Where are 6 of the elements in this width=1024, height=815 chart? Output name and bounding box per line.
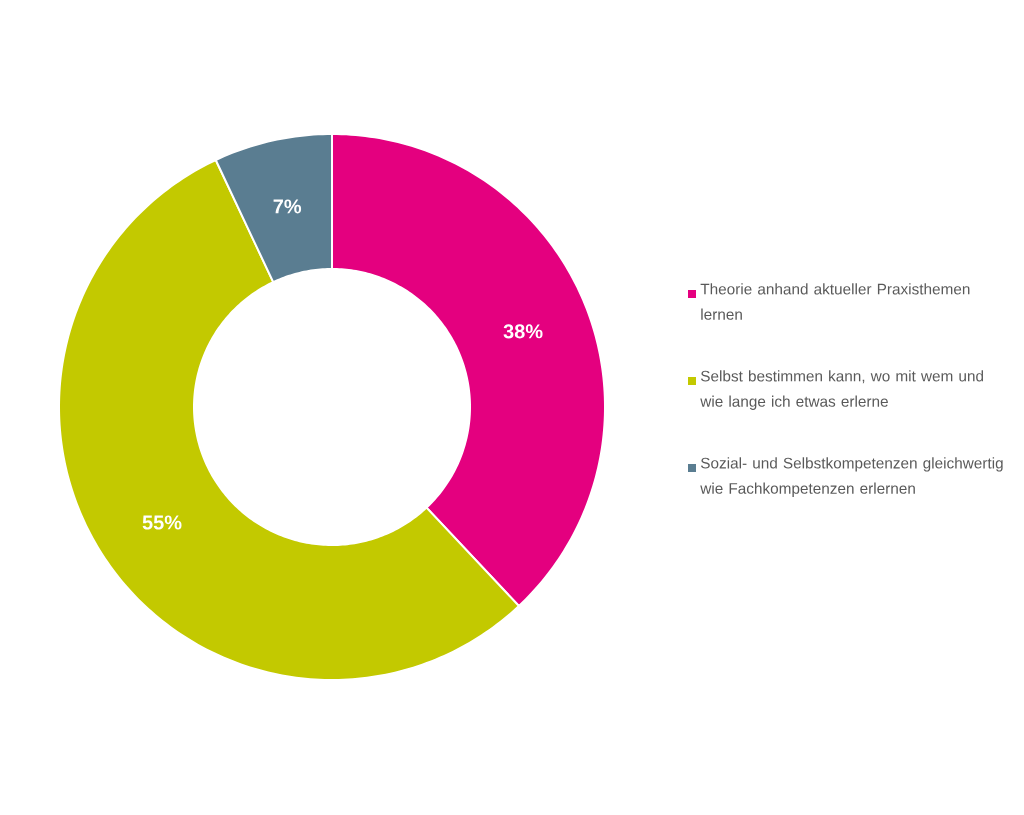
data-label: 38%: [503, 324, 543, 339]
legend-label: Sozial- und Selbstkompetenzen gleichwertig wie Fachkompetenzen erlernen: [700, 457, 1003, 497]
data-label: 7%: [273, 199, 302, 214]
data-label: 55%: [142, 515, 182, 530]
legend-label: Theorie anhand aktueller Praxisthemen lernen: [700, 283, 970, 320]
legend-label: Selbst bestimmen kann, wo mit wem und wie lange ich etwas erlerne: [700, 370, 983, 410]
